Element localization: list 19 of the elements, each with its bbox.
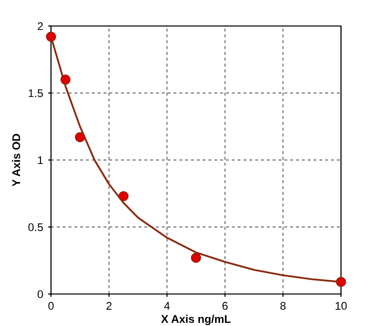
y-tick-label: 1 <box>38 156 43 164</box>
x-tick-label: 4 <box>164 302 170 310</box>
y-tick-label: 0.5 <box>28 223 43 232</box>
x-tick-label: 10 <box>336 302 347 310</box>
y-tick-label: 2 <box>38 22 43 30</box>
point <box>46 32 56 42</box>
x-tick-label: 2 <box>106 302 112 310</box>
point <box>74 132 86 142</box>
x-axis-title: X Axis ng/mL <box>161 314 231 326</box>
y-axis-title: Y Axis OD <box>12 134 20 186</box>
x-tick-label: 6 <box>222 302 228 310</box>
x-tick-label: 8 <box>280 302 286 310</box>
point <box>60 74 71 85</box>
point <box>118 191 129 202</box>
point <box>190 252 202 263</box>
point <box>336 276 346 288</box>
y-tick-label: 1.5 <box>28 89 43 98</box>
x-tick-label: 0 <box>48 302 54 310</box>
y-tick-label: 0 <box>38 290 43 298</box>
